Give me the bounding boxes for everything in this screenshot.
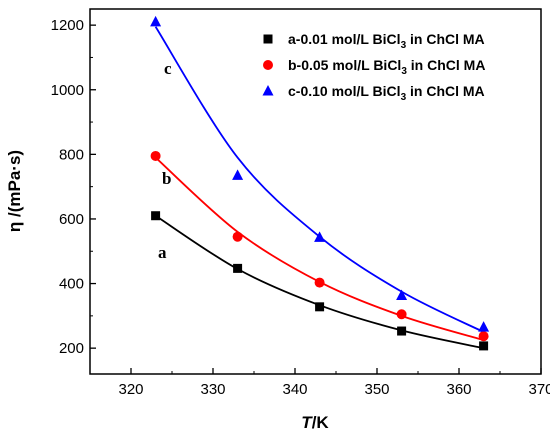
legend-label-main: b-0.05 mol/L BiCl [288,57,401,73]
legend-label-subscript: 3 [401,66,407,77]
x-tick-label: 370 [528,381,550,398]
curve-label-c: c [164,59,172,78]
curve-label-b: b [162,169,171,188]
data-point-a [397,326,407,336]
data-point-c [232,169,244,180]
legend-label-main: a-0.01 mol/L BiCl [288,31,401,47]
fit-curve-c [154,26,484,333]
y-tick-label: 1000 [51,82,84,99]
data-point-c [314,231,326,242]
data-point-c [396,289,408,301]
y-tick-label: 800 [59,146,84,163]
data-point-b [314,277,325,288]
legend-label-subscript: 3 [401,92,407,103]
y-axis-title: η /(mPa·s) [5,150,24,232]
legend-label-subscript: 3 [401,40,407,51]
x-axis-title-unit: /K [312,413,330,432]
plot-frame [89,8,542,375]
data-point-a [479,341,489,351]
legend-label-rest: in ChCl MA [406,31,485,47]
data-point-b [150,150,161,161]
legend-label-b: b-0.05 mol/L BiCl3 in ChCl MA [288,57,485,77]
y-tick-label: 600 [59,211,84,228]
legend-label-rest: in ChCl MA [406,83,485,99]
data-point-c [478,321,490,332]
legend-label-main: c-0.10 mol/L BiCl [288,83,401,99]
x-tick-label: 350 [364,381,389,398]
legend-marker-c [262,85,274,96]
legend-marker-a [263,34,273,44]
curve-label-a: a [158,243,167,262]
y-tick-label: 200 [59,340,84,357]
x-tick-label: 320 [118,381,143,398]
data-point-b [478,331,489,342]
y-tick-label: 1200 [51,17,84,34]
legend-label-c: c-0.10 mol/L BiCl3 in ChCl MA [288,83,485,103]
data-point-a [233,263,243,273]
data-point-b [232,231,243,242]
data-markers [150,15,490,351]
x-axis-title: T/K [301,413,329,432]
data-point-b [396,309,407,320]
data-point-a [151,211,161,221]
x-tick-label: 360 [446,381,471,398]
axis-ticks: 320 330 340 350 360 370 200 400 600 800 1000 1200 [51,17,550,398]
y-tick-label: 400 [59,276,84,293]
legend-label-rest: in ChCl MA [407,57,486,73]
x-tick-label: 340 [282,381,307,398]
legend-marker-b [263,60,273,70]
data-point-a [315,302,325,312]
x-axis-title-italic: T [301,413,313,432]
x-tick-label: 330 [200,381,225,398]
legend-label-a: a-0.01 mol/L BiCl3 in ChCl MA [288,31,485,51]
legend: a-0.01 mol/L BiCl3 in ChCl MAb-0.05 mol/… [262,31,485,103]
fit-curves [154,26,484,350]
curve-labels: a b c [158,59,172,262]
data-point-c [150,15,162,27]
